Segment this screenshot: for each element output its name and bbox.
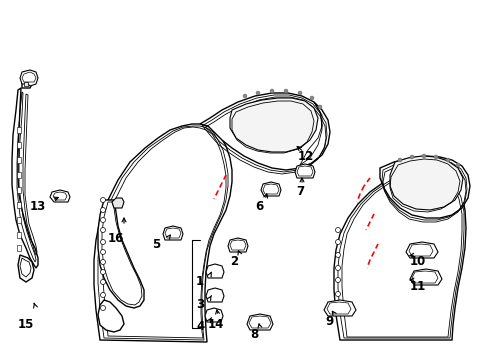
Circle shape bbox=[101, 270, 105, 274]
Circle shape bbox=[101, 198, 105, 202]
Polygon shape bbox=[294, 164, 314, 178]
Circle shape bbox=[101, 239, 105, 244]
Text: 3: 3 bbox=[196, 298, 203, 311]
Polygon shape bbox=[379, 156, 469, 218]
Circle shape bbox=[409, 155, 413, 159]
Polygon shape bbox=[17, 127, 21, 133]
Polygon shape bbox=[50, 190, 70, 202]
Polygon shape bbox=[163, 226, 183, 240]
Circle shape bbox=[101, 249, 105, 255]
Polygon shape bbox=[261, 182, 281, 196]
Circle shape bbox=[309, 96, 313, 100]
Circle shape bbox=[397, 158, 401, 162]
Circle shape bbox=[101, 228, 105, 233]
Polygon shape bbox=[409, 269, 441, 285]
Circle shape bbox=[335, 252, 340, 257]
Polygon shape bbox=[98, 300, 124, 332]
Text: 16: 16 bbox=[108, 232, 124, 245]
Text: 15: 15 bbox=[18, 318, 34, 331]
Text: 2: 2 bbox=[229, 255, 238, 268]
Polygon shape bbox=[17, 157, 21, 163]
Polygon shape bbox=[18, 255, 34, 282]
Text: 13: 13 bbox=[30, 200, 46, 213]
Polygon shape bbox=[17, 172, 21, 178]
Text: 7: 7 bbox=[295, 185, 304, 198]
Polygon shape bbox=[205, 264, 224, 278]
Text: 9: 9 bbox=[325, 315, 332, 328]
Circle shape bbox=[421, 154, 425, 158]
Polygon shape bbox=[405, 242, 437, 258]
Circle shape bbox=[297, 91, 302, 95]
Polygon shape bbox=[112, 198, 124, 208]
Polygon shape bbox=[246, 314, 272, 330]
Circle shape bbox=[455, 163, 459, 167]
Circle shape bbox=[335, 265, 340, 270]
Circle shape bbox=[101, 306, 105, 310]
Polygon shape bbox=[12, 88, 38, 268]
Circle shape bbox=[335, 306, 340, 310]
Polygon shape bbox=[22, 80, 32, 88]
Text: 11: 11 bbox=[409, 280, 426, 293]
Polygon shape bbox=[229, 98, 317, 152]
Polygon shape bbox=[227, 238, 247, 252]
Text: 6: 6 bbox=[254, 200, 263, 213]
Circle shape bbox=[445, 158, 449, 162]
Circle shape bbox=[101, 260, 105, 265]
Circle shape bbox=[335, 278, 340, 283]
Polygon shape bbox=[17, 232, 21, 238]
Polygon shape bbox=[20, 70, 38, 86]
Text: 14: 14 bbox=[207, 318, 224, 331]
Text: 8: 8 bbox=[249, 328, 258, 341]
Text: 10: 10 bbox=[409, 255, 426, 268]
Circle shape bbox=[335, 239, 340, 244]
Circle shape bbox=[101, 207, 105, 212]
Circle shape bbox=[101, 217, 105, 222]
Polygon shape bbox=[17, 245, 21, 251]
Circle shape bbox=[317, 105, 321, 109]
Polygon shape bbox=[205, 288, 224, 302]
Circle shape bbox=[243, 94, 246, 98]
Text: 1: 1 bbox=[196, 275, 203, 288]
Polygon shape bbox=[204, 308, 223, 322]
Polygon shape bbox=[389, 156, 462, 210]
Polygon shape bbox=[17, 202, 21, 208]
Circle shape bbox=[335, 228, 340, 233]
Polygon shape bbox=[24, 82, 28, 86]
Circle shape bbox=[101, 292, 105, 297]
Text: 4: 4 bbox=[196, 320, 204, 333]
Circle shape bbox=[269, 89, 273, 93]
Polygon shape bbox=[17, 187, 21, 193]
Polygon shape bbox=[324, 300, 355, 316]
Polygon shape bbox=[98, 200, 143, 308]
Circle shape bbox=[256, 91, 260, 95]
Circle shape bbox=[433, 155, 437, 159]
Circle shape bbox=[101, 279, 105, 284]
Polygon shape bbox=[200, 93, 329, 170]
Polygon shape bbox=[333, 168, 465, 340]
Text: 12: 12 bbox=[297, 150, 314, 163]
Polygon shape bbox=[17, 217, 21, 223]
Polygon shape bbox=[17, 142, 21, 148]
Text: 5: 5 bbox=[152, 238, 160, 251]
Circle shape bbox=[335, 292, 340, 297]
Polygon shape bbox=[94, 124, 231, 342]
Circle shape bbox=[284, 89, 287, 93]
